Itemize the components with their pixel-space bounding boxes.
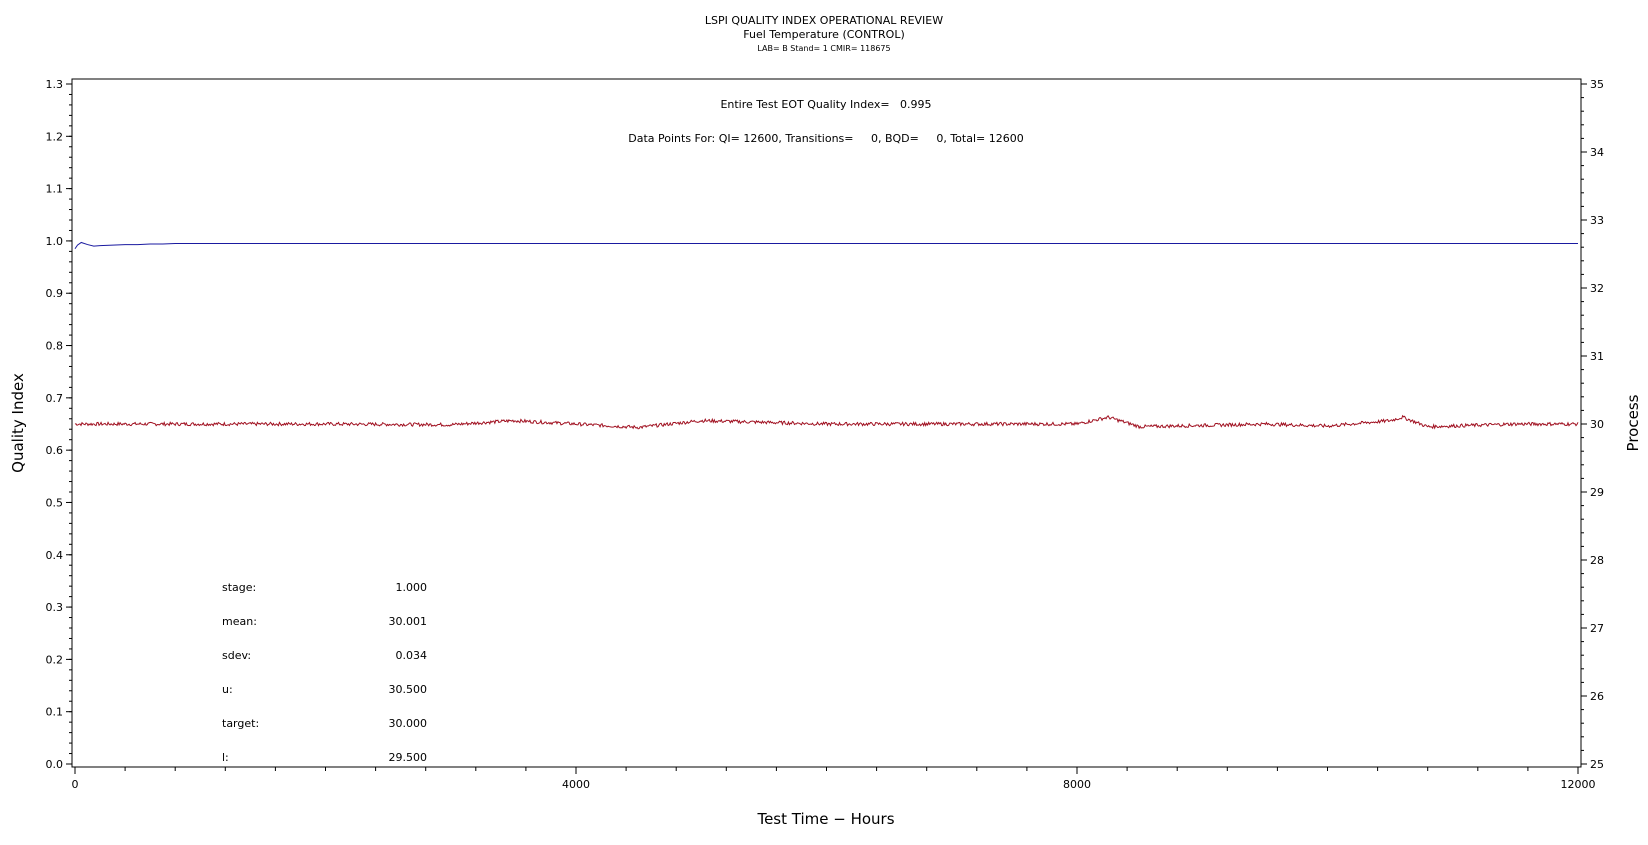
stat-label: target: [222,717,259,730]
y-left-tick-label: 1.3 [46,78,64,91]
x-axis-label: Test Time − Hours [756,810,894,828]
stat-label: mean: [222,615,257,628]
stat-label: sdev: [222,649,251,662]
y-left-tick-label: 0.1 [46,706,64,719]
y-left-tick-label: 0.6 [46,444,64,457]
chart-subtitle-2: LAB= B Stand= 1 CMIR= 118675 [757,44,890,53]
y-right-tick-label: 25 [1590,758,1604,771]
stat-value: 30.001 [389,615,428,628]
y-left-tick-label: 0.2 [46,653,64,666]
y-left-tick-label: 1.2 [46,130,64,143]
process-series-line [74,414,1579,430]
stat-label: u: [222,683,233,696]
y-left-tick-label: 0.9 [46,287,64,300]
y-right-tick-label: 34 [1590,146,1604,159]
y-left-tick-label: 1.1 [46,183,64,196]
y-right-tick-label: 29 [1590,486,1604,499]
y-right-tick-label: 28 [1590,554,1604,567]
y-right-tick-label: 31 [1590,350,1604,363]
stats-table: stage: 1.000 mean: 30.001 sdev: 0.034 u: 30.500… [222,581,427,764]
y-left-axis-label: Quality Index [9,373,27,473]
y-left-tick-label: 0.4 [46,549,64,562]
stat-value: 0.034 [396,649,428,662]
stat-value: 1.000 [396,581,428,594]
stat-label: l: [222,751,229,764]
y-left-tick-label: 0.3 [46,601,64,614]
y-right-axis-label: Process [1624,394,1642,451]
x-tick-label: 4000 [562,778,590,791]
y-left-tick-label: 0.7 [46,392,64,405]
y-right-tick-label: 33 [1590,214,1604,227]
stat-value: 30.000 [389,717,428,730]
y-right-tick-label: 30 [1590,418,1604,431]
data-points-note: Data Points For: QI= 12600, Transitions=… [628,132,1023,145]
y-right-tick-label: 27 [1590,622,1604,635]
series-layer [74,241,1579,430]
stat-value: 30.500 [389,683,428,696]
chart-subtitle: Fuel Temperature (CONTROL) [743,28,905,41]
stat-label: stage: [222,581,256,594]
y-left-tick-label: 1.0 [46,235,64,248]
y-left-tick-label: 0.5 [46,496,64,509]
y-left-tick-label: 0.8 [46,340,64,353]
stat-value: 29.500 [389,751,428,764]
quality-index-series-line [74,241,1578,250]
x-tick-label: 0 [72,778,79,791]
chart-title: LSPI QUALITY INDEX OPERATIONAL REVIEW [705,14,943,27]
eot-quality-index-note: Entire Test EOT Quality Index= 0.995 [720,98,931,111]
y-right-tick-label: 35 [1590,78,1604,91]
y-left-tick-label: 0.0 [46,758,64,771]
y-right-tick-label: 26 [1590,690,1604,703]
x-tick-label: 8000 [1063,778,1091,791]
y-right-tick-label: 32 [1590,282,1604,295]
axis-ticks: 0.0 0.1 0.2 0.3 0.4 0.5 0.6 0.7 0.8 0.9 1.0 1.1 1.2 1… [46,78,1605,791]
x-tick-label: 12000 [1561,778,1596,791]
